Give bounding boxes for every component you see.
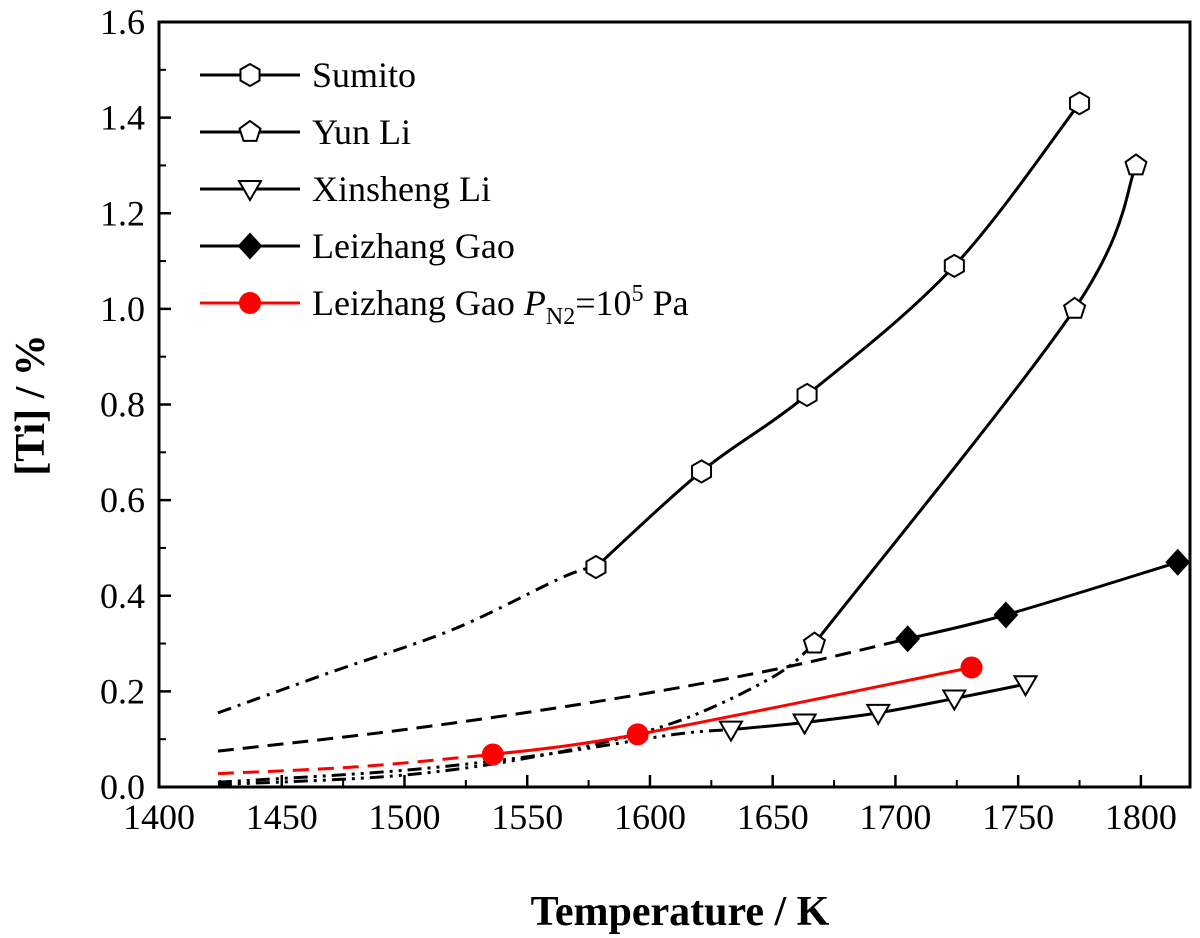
legend-label: Yun Li <box>312 112 411 152</box>
x-tick-label: 1450 <box>246 797 318 837</box>
y-tick-label: 1.4 <box>100 98 145 138</box>
data-point-sumito <box>690 459 713 484</box>
extrapolation-line-leizhang-gao <box>217 637 909 753</box>
extrapolation-line-yun-li <box>217 642 816 787</box>
series-line-leizhang-gao <box>907 560 1179 641</box>
series-line-leizhang-gao-p-n2-10-5-pa <box>492 665 972 756</box>
x-tick-label: 1400 <box>123 797 195 837</box>
y-tick-label: 0.0 <box>100 767 145 807</box>
y-tick-label: 1.2 <box>100 193 145 233</box>
data-point-yun-li <box>1062 296 1087 319</box>
legend-marker <box>237 180 263 202</box>
x-tick-label: 1650 <box>737 797 809 837</box>
axis-ticks: 1400 1450 1500 1550 1600 1650 1700 1750 1800 0.0 0… <box>100 2 1177 837</box>
series-lines <box>492 102 1179 756</box>
y-tick-label: 0.6 <box>100 480 145 520</box>
data-point-sumito <box>585 554 607 580</box>
extrapolation-line-xinsheng-li <box>217 728 732 784</box>
y-tick-label: 0.4 <box>100 576 145 616</box>
data-point-xinsheng-li <box>791 713 818 736</box>
series-line-sumito <box>594 102 1081 569</box>
data-markers <box>481 91 1191 766</box>
data-point-leizhang-gao <box>895 625 921 653</box>
legend: Sumito Yun Li Xinsheng Li Leizhang Gao Leizh… <box>200 55 689 330</box>
legend-label: Sumito <box>312 55 416 95</box>
extrapolation-lines <box>217 565 909 787</box>
y-tick-label: 0.2 <box>100 671 145 711</box>
y-tick-label: 0.8 <box>100 385 145 425</box>
legend-label: Leizhang Gao <box>312 226 515 266</box>
legend-label: Leizhang Gao PN2=105 Pa <box>312 281 689 330</box>
series-line-yun-li <box>813 164 1138 645</box>
x-tick-label: 1700 <box>859 797 931 837</box>
data-point-yun-li <box>1124 153 1148 176</box>
data-point-leizhang-gao <box>993 601 1019 629</box>
data-point-yun-li <box>802 631 827 654</box>
data-point-leizhang-gao-p-n2-10-5-pa <box>960 656 983 679</box>
y-axis-title: [Ti] / % <box>8 334 54 476</box>
y-tick-label: 1.6 <box>100 2 145 42</box>
x-tick-label: 1750 <box>982 797 1054 837</box>
x-tick-label: 1550 <box>491 797 563 837</box>
legend-marker <box>238 119 262 142</box>
data-point-sumito <box>796 382 818 408</box>
data-point-xinsheng-li <box>718 720 744 743</box>
data-point-xinsheng-li <box>1012 675 1039 698</box>
data-point-leizhang-gao <box>1165 548 1191 576</box>
data-point-sumito <box>1069 91 1091 116</box>
legend-label: Xinsheng Li <box>312 169 491 209</box>
x-tick-label: 1500 <box>368 797 440 837</box>
data-point-leizhang-gao-p-n2-10-5-pa <box>481 743 504 766</box>
x-tick-label: 1600 <box>614 797 686 837</box>
legend-marker <box>239 62 261 88</box>
data-point-xinsheng-li <box>865 703 891 726</box>
x-tick-label: 1800 <box>1105 797 1177 837</box>
data-point-sumito <box>943 253 965 278</box>
legend-marker <box>237 232 263 260</box>
extrapolation-line-sumito <box>217 565 597 715</box>
x-axis-title: Temperature / K <box>531 889 830 935</box>
legend-marker <box>239 292 261 314</box>
data-point-xinsheng-li <box>941 689 968 712</box>
y-tick-label: 1.0 <box>100 289 145 329</box>
data-point-leizhang-gao-p-n2-10-5-pa <box>626 723 649 746</box>
